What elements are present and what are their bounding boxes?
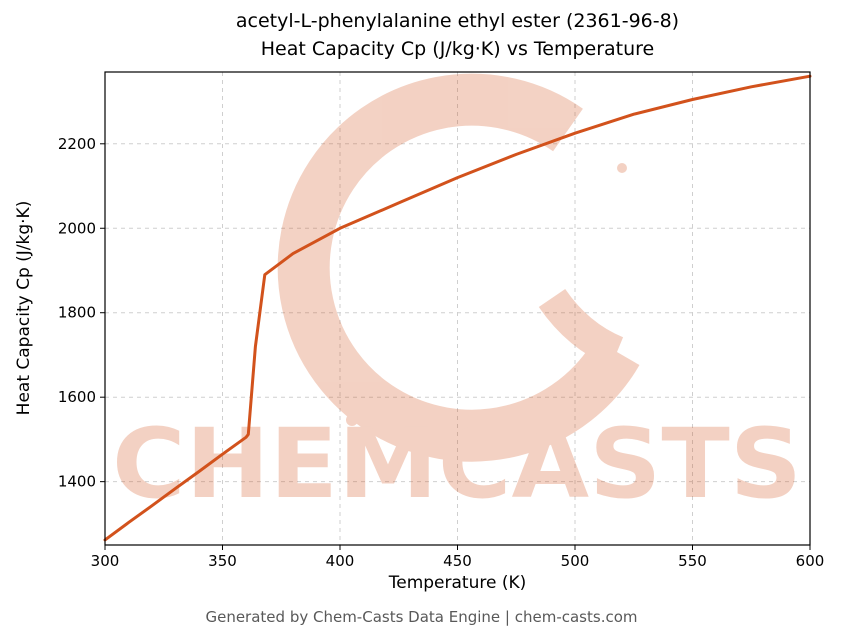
y-tick-label: 2000 (58, 219, 96, 237)
watermark-text: CHEMCASTS (112, 408, 802, 520)
watermark: CHEMCASTS (112, 73, 802, 520)
data-series (103, 74, 812, 542)
chart-title: acetyl-L-phenylalanine ethyl ester (2361… (235, 10, 680, 32)
y-tick-label: 1600 (58, 388, 96, 406)
series-line (103, 74, 812, 542)
x-tick-label: 300 (91, 552, 120, 570)
x-tick-label: 450 (443, 552, 472, 570)
x-axis-label: Temperature (K) (388, 573, 527, 593)
x-tick-label: 500 (561, 552, 590, 570)
watermark-splatter-icon (617, 163, 627, 173)
x-tick-label: 600 (796, 552, 825, 570)
y-axis-label: Heat Capacity Cp (J/kg·K) (14, 200, 34, 416)
x-tick-label: 350 (208, 552, 237, 570)
watermark-splatter-icon (391, 97, 405, 111)
chemcasts-logo-c-icon (277, 73, 640, 462)
watermark-splatter-icon (346, 414, 358, 426)
y-tick-label: 1400 (58, 473, 96, 491)
footer-caption: Generated by Chem-Casts Data Engine | ch… (205, 608, 638, 626)
tick-labels: 300 350 400 450 500 550 600 1400 1600 1800 2000 220… (58, 135, 825, 570)
y-tick-label: 1800 (58, 304, 96, 322)
y-tick-label: 2200 (58, 135, 96, 153)
x-tick-label: 550 (678, 552, 707, 570)
x-tick-label: 400 (326, 552, 355, 570)
chemcasts-logo-hook-icon (538, 288, 624, 367)
chart-subtitle: Heat Capacity Cp (J/kg·K) vs Temperature (260, 38, 655, 60)
